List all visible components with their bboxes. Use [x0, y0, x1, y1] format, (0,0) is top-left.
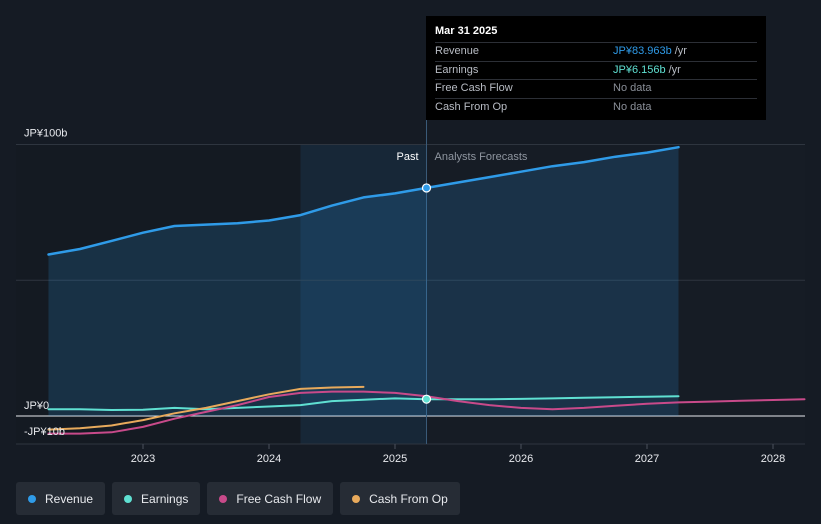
legend: Revenue Earnings Free Cash Flow Cash Fro… — [16, 482, 460, 515]
legend-dot-icon — [352, 494, 361, 503]
series-line-earnings — [47, 395, 680, 411]
tooltip-row-revenue: Revenue JP¥83.963b /yr — [435, 42, 757, 61]
tooltip-unit: /yr — [674, 45, 687, 57]
x-tick-label: 2024 — [257, 453, 281, 465]
legend-dot-icon — [219, 494, 228, 503]
legend-label: Revenue — [45, 491, 94, 506]
tooltip-value: JP¥83.963b — [613, 45, 672, 57]
y-tick-label: -JP¥10b — [24, 426, 65, 438]
tooltip-label: Free Cash Flow — [435, 82, 513, 94]
legend-item-cash-from-op[interactable]: Cash From Op — [340, 482, 460, 515]
y-tick-label: JP¥100b — [24, 128, 67, 140]
x-tick-label: 2023 — [131, 453, 155, 465]
y-tick-label: JP¥0 — [24, 400, 49, 412]
tooltip-label: Revenue — [435, 45, 480, 57]
series-area-revenue — [48, 147, 679, 416]
gridlines — [16, 16, 805, 449]
x-tick-label: 2026 — [509, 453, 533, 465]
highlight-markers — [421, 183, 432, 404]
highlight-marker-revenue — [421, 183, 432, 193]
highlight-marker-earnings — [421, 394, 432, 404]
history-region — [16, 144, 301, 444]
x-tick-label: 2025 — [383, 453, 407, 465]
series-areas — [48, 147, 679, 416]
legend-label: Earnings — [141, 491, 189, 506]
tooltip-unit: /yr — [668, 63, 681, 76]
tooltip: Mar 31 2025 Revenue JP¥83.963b /yr Earni… — [426, 16, 766, 120]
legend-item-free-cash-flow[interactable]: Free Cash Flow — [207, 482, 334, 515]
legend-dot-icon — [124, 494, 133, 503]
tooltip-row-earnings: Earnings JP¥6.156b /yr — [435, 60, 757, 80]
legend-label: Free Cash Flow — [236, 491, 322, 506]
series-line-cash-from-op — [47, 385, 365, 431]
legend-item-earnings[interactable]: Earnings — [112, 482, 201, 515]
legend-label: Cash From Op — [369, 491, 448, 506]
tooltip-row-free-cash-flow: Free Cash Flow No data — [435, 79, 757, 98]
tooltip-value: No data — [613, 82, 652, 94]
legend-dot-icon — [28, 494, 36, 503]
series-line-revenue — [47, 145, 680, 256]
tooltip-value: JP¥6.156b — [613, 63, 666, 76]
axis-labels: JP¥100b JP¥0 -JP¥10b 2023 2024 2025 2026 2027 20… — [24, 128, 785, 466]
x-tick-label: 2028 — [761, 453, 785, 465]
x-tick-label: 2027 — [635, 453, 659, 465]
legend-item-revenue[interactable]: Revenue — [16, 482, 106, 515]
tooltip-label: Earnings — [435, 63, 479, 76]
past-label: Past — [396, 151, 418, 163]
tooltip-value: No data — [613, 100, 652, 113]
forecast-label: Analysts Forecasts — [435, 151, 528, 163]
tooltip-date: Mar 31 2025 — [435, 25, 498, 37]
tooltip-row-cash-from-op: Cash From Op No data — [435, 97, 757, 117]
tooltip-label: Cash From Op — [435, 100, 508, 113]
